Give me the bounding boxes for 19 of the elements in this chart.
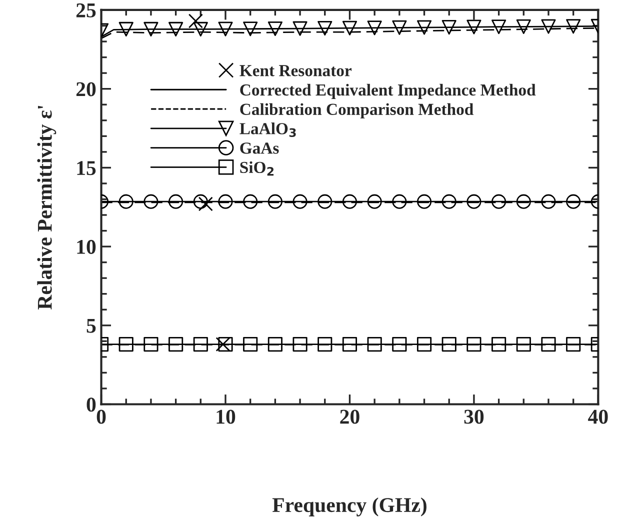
- legend-label: SiO$_{2}$: [240, 161, 274, 176]
- x-axis-title: Frequency (GHz): [272, 497, 426, 516]
- x-tick-label: 20: [340, 410, 360, 424]
- legend-label: LaAlO$_{3}$: [240, 122, 296, 138]
- y-tick-label: 0: [86, 398, 96, 412]
- legend-label: GaAs: [240, 142, 279, 154]
- y-tick-label: 15: [77, 161, 96, 176]
- y-tick-label: 5: [86, 318, 96, 333]
- y-tick-label: 20: [76, 82, 96, 96]
- legend-label: Kent Resonator: [240, 65, 352, 76]
- x-tick-label: 40: [588, 410, 608, 424]
- x-tick-label: 10: [216, 410, 236, 424]
- y-tick-label: 10: [77, 240, 96, 254]
- y-axis-title: Relative Permittivity ε': [37, 106, 56, 310]
- legend-label: Corrected Equivalent Impedance Method: [240, 84, 536, 99]
- legend-label: Calibration Comparison Method: [240, 103, 474, 118]
- x-tick-label: 0: [96, 410, 106, 424]
- y-tick-label: 25: [76, 3, 96, 18]
- x-tick-label: 30: [464, 410, 484, 424]
